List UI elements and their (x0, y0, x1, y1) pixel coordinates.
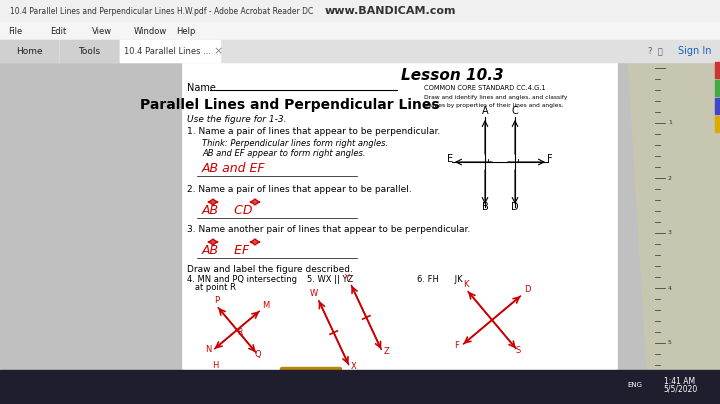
Text: www.BANDICAM.com: www.BANDICAM.com (324, 6, 456, 16)
Polygon shape (628, 62, 720, 390)
Text: Use the figure for 1-3.: Use the figure for 1-3. (187, 114, 287, 124)
Text: Z: Z (384, 347, 390, 356)
Text: Sign In: Sign In (678, 46, 712, 56)
Text: 6. FH      JK: 6. FH JK (417, 276, 463, 284)
Bar (60, 40, 118, 62)
Text: 5/5/2020: 5/5/2020 (663, 385, 697, 393)
Bar (0, 40, 58, 62)
Text: Problem Solving: Problem Solving (187, 373, 289, 383)
Text: 4: 4 (668, 286, 672, 290)
Text: S: S (515, 346, 521, 355)
Bar (715, 98, 720, 114)
Bar (0, 40, 720, 62)
Text: Parallel Lines and Perpendicular Lines: Parallel Lines and Perpendicular Lines (140, 98, 440, 112)
Text: File: File (8, 27, 22, 36)
Text: 2. Name a pair of lines that appear to be parallel.: 2. Name a pair of lines that appear to b… (187, 185, 412, 194)
Text: R: R (238, 328, 243, 337)
Text: REAL
WORLD: REAL WORLD (298, 372, 324, 383)
Text: Help: Help (176, 27, 195, 36)
Text: 1. Name a pair of lines that appear to be perpendicular.: 1. Name a pair of lines that appear to b… (187, 128, 440, 137)
Text: 1: 1 (668, 120, 672, 126)
Text: P: P (214, 296, 219, 305)
Text: X: X (351, 362, 356, 371)
Bar (182, 62, 617, 397)
Text: Home: Home (16, 46, 42, 55)
Text: Window: Window (134, 27, 167, 36)
Text: C: C (512, 106, 518, 116)
Text: A: A (482, 106, 488, 116)
Text: AB    CD: AB CD (202, 204, 253, 217)
Text: E: E (447, 154, 453, 164)
Text: Name: Name (187, 83, 216, 93)
Bar (715, 116, 720, 132)
Text: H: H (212, 361, 218, 370)
Text: Think: Perpendicular lines form right angles.: Think: Perpendicular lines form right an… (202, 139, 388, 149)
Text: AB and EF: AB and EF (202, 162, 266, 175)
Text: at point R: at point R (187, 284, 236, 292)
Text: Lesson 10.3: Lesson 10.3 (401, 67, 503, 82)
Text: ENG: ENG (628, 382, 642, 388)
Text: 5. WX || YZ: 5. WX || YZ (307, 276, 354, 284)
Text: AB and EF appear to form right angles.: AB and EF appear to form right angles. (202, 149, 366, 158)
Text: shapes by properties of their lines and angles.: shapes by properties of their lines and … (424, 103, 564, 109)
Text: 10.4 Parallel Lines and Perpendicular Lines H.W.pdf - Adobe Acrobat Reader DC: 10.4 Parallel Lines and Perpendicular Li… (10, 6, 313, 15)
Text: Edit: Edit (50, 27, 66, 36)
Bar (0, 370, 720, 404)
Text: ?  🔔: ? 🔔 (647, 46, 662, 55)
Text: View: View (92, 27, 112, 36)
Text: F: F (454, 341, 459, 349)
Bar (0, 0, 720, 22)
Text: AB    EF: AB EF (202, 244, 251, 257)
Bar (715, 80, 720, 96)
Bar (120, 40, 220, 62)
Text: 3: 3 (668, 231, 672, 236)
Text: 5: 5 (668, 341, 672, 345)
Text: N: N (205, 345, 212, 354)
Text: D: D (511, 202, 519, 212)
Text: B: B (482, 202, 488, 212)
Text: Draw and identify lines and angles, and classify: Draw and identify lines and angles, and … (424, 95, 567, 101)
Text: 2: 2 (668, 175, 672, 181)
Text: Tools: Tools (78, 46, 100, 55)
Text: Draw and label the figure described.: Draw and label the figure described. (187, 265, 353, 274)
FancyBboxPatch shape (281, 368, 341, 387)
Text: M: M (262, 301, 269, 309)
Bar (715, 62, 720, 78)
Text: COMMON CORE STANDARD CC.4.G.1: COMMON CORE STANDARD CC.4.G.1 (424, 85, 546, 91)
Text: ×: × (213, 46, 222, 56)
Text: Q: Q (254, 350, 261, 359)
Text: F: F (547, 154, 553, 164)
Text: 3. Name another pair of lines that appear to be perpendicular.: 3. Name another pair of lines that appea… (187, 225, 470, 234)
Text: D: D (523, 285, 530, 295)
Text: 10.4 Parallel Lines ...: 10.4 Parallel Lines ... (125, 46, 212, 55)
Bar (0, 22, 720, 40)
Text: 1:41 AM: 1:41 AM (665, 377, 696, 385)
Text: 4. MN and PQ intersecting: 4. MN and PQ intersecting (187, 276, 297, 284)
Text: W: W (310, 289, 318, 298)
Text: K: K (464, 280, 469, 289)
Text: Y: Y (343, 274, 348, 283)
